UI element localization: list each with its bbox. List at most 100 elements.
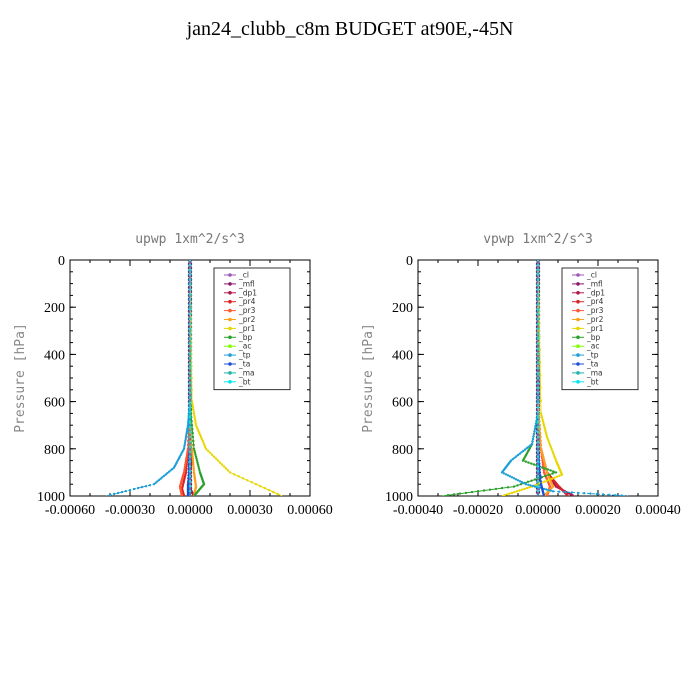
series-point-bt — [536, 460, 540, 463]
series-point-bt — [536, 278, 540, 281]
series-point-tp — [508, 475, 512, 478]
series-point-pr1 — [503, 494, 506, 496]
series-point-pr3 — [183, 469, 186, 472]
series-point-pr1 — [190, 388, 193, 391]
series-point-pr2 — [542, 459, 546, 462]
series-point-tp — [532, 432, 536, 436]
series-point-bp — [526, 480, 530, 483]
series-point-tp — [512, 477, 516, 480]
series-point-bt — [536, 421, 540, 424]
series-point-bp — [551, 472, 554, 475]
legend: _cl_mfl_dp1_pr4_pr3_pr2_pr1_bp_ac_tp_ta_… — [213, 267, 291, 391]
series-point-tp — [128, 488, 132, 492]
series-point-pr1 — [224, 467, 228, 470]
series-point-tp — [525, 447, 528, 450]
series-point-pr2 — [541, 453, 544, 456]
series-point-bp — [532, 463, 536, 466]
series-point-bt — [188, 411, 192, 414]
series-point-pr1 — [191, 402, 194, 405]
series-point-pr1 — [267, 488, 271, 492]
series-point-pr4 — [566, 494, 569, 496]
series-point-tp — [500, 471, 504, 474]
series-point-pr1 — [543, 480, 546, 483]
series-point-bt — [188, 260, 192, 262]
series-point-tp — [108, 493, 112, 496]
series-point-pr1 — [222, 465, 226, 468]
series-point-tp — [551, 490, 555, 493]
series-point-bp — [191, 435, 195, 439]
series-point-bt — [536, 347, 540, 350]
legend-marker — [576, 371, 580, 375]
series-point-tp — [186, 426, 189, 429]
series-point-bp — [512, 485, 516, 488]
legend-marker — [228, 326, 232, 331]
series-point-dp1 — [571, 494, 574, 496]
series-point-tp — [162, 474, 166, 478]
series-point-tp — [513, 456, 516, 459]
series-point-bp — [530, 462, 533, 465]
series-point-pr1 — [523, 487, 526, 491]
legend-label: _cl — [586, 271, 597, 280]
legend-marker — [228, 380, 232, 384]
series-point-tp — [531, 484, 534, 488]
legend-label: _mfl — [238, 279, 255, 288]
series-point-bp — [192, 447, 196, 450]
series-point-bt — [188, 322, 192, 326]
series-point-tp — [169, 469, 172, 472]
legend-label: _bp — [238, 333, 253, 342]
series-point-pr1 — [276, 492, 279, 496]
series-point-pr1 — [539, 412, 543, 415]
series-point-pr1 — [548, 443, 552, 447]
series-point-bp — [192, 439, 195, 443]
series-point-pr1 — [192, 410, 195, 413]
series-point-pr3 — [183, 465, 187, 468]
series-point-bp — [530, 479, 533, 482]
series-point-pr1 — [544, 429, 547, 433]
series-point-tp — [595, 492, 598, 496]
y-tick-label: 200 — [44, 301, 65, 316]
series-point-bt — [188, 376, 192, 380]
series-point-bp — [464, 491, 468, 495]
series-point-bt — [188, 367, 192, 370]
series-point-tp — [185, 429, 189, 433]
series-point-pr1 — [254, 483, 258, 486]
series-point-pr1 — [551, 451, 555, 454]
series-point-bt — [536, 308, 540, 311]
series-point-bp — [196, 461, 199, 464]
x-tick-label: -0.00020 — [453, 503, 503, 518]
series-point-bt — [536, 317, 540, 321]
series-point-pr2 — [540, 451, 544, 454]
legend-label: _ta — [586, 360, 598, 369]
series-point-tp — [522, 449, 525, 453]
y-tick-label: 1000 — [385, 490, 413, 505]
series-point-pr3 — [183, 467, 186, 470]
series-point-tp — [547, 488, 550, 492]
legend-label: _ac — [586, 342, 599, 351]
series-point-pr3 — [541, 461, 544, 464]
series-point-bt — [536, 283, 540, 286]
series-point-pr1 — [520, 488, 524, 491]
y-tick-label: 800 — [44, 443, 65, 458]
legend-label: _pr2 — [586, 315, 604, 324]
series-point-pr1 — [560, 473, 564, 476]
series-point-bp — [488, 488, 492, 491]
series-point-bp — [193, 449, 196, 452]
y-axis-label: Pressure [hPa] — [361, 323, 376, 433]
series-point-bt — [188, 278, 192, 281]
series-point-bp — [198, 469, 201, 472]
series-point-dp1 — [190, 463, 193, 466]
series-point-pr1 — [218, 461, 222, 464]
series-point-bt — [536, 288, 540, 291]
series-point-bp — [197, 467, 201, 470]
x-tick-label: 0.00030 — [227, 503, 273, 518]
series-point-pr3 — [542, 469, 545, 472]
series-point-bt — [188, 371, 192, 375]
series-point-pr1 — [199, 433, 202, 437]
series-point-bp — [500, 486, 504, 490]
series-point-bt — [188, 489, 192, 493]
series-point-bt — [188, 480, 192, 483]
series-point-tp — [534, 425, 537, 428]
series-point-pr1 — [545, 479, 549, 482]
series-point-bt — [188, 475, 192, 478]
series-point-bp — [549, 469, 552, 472]
